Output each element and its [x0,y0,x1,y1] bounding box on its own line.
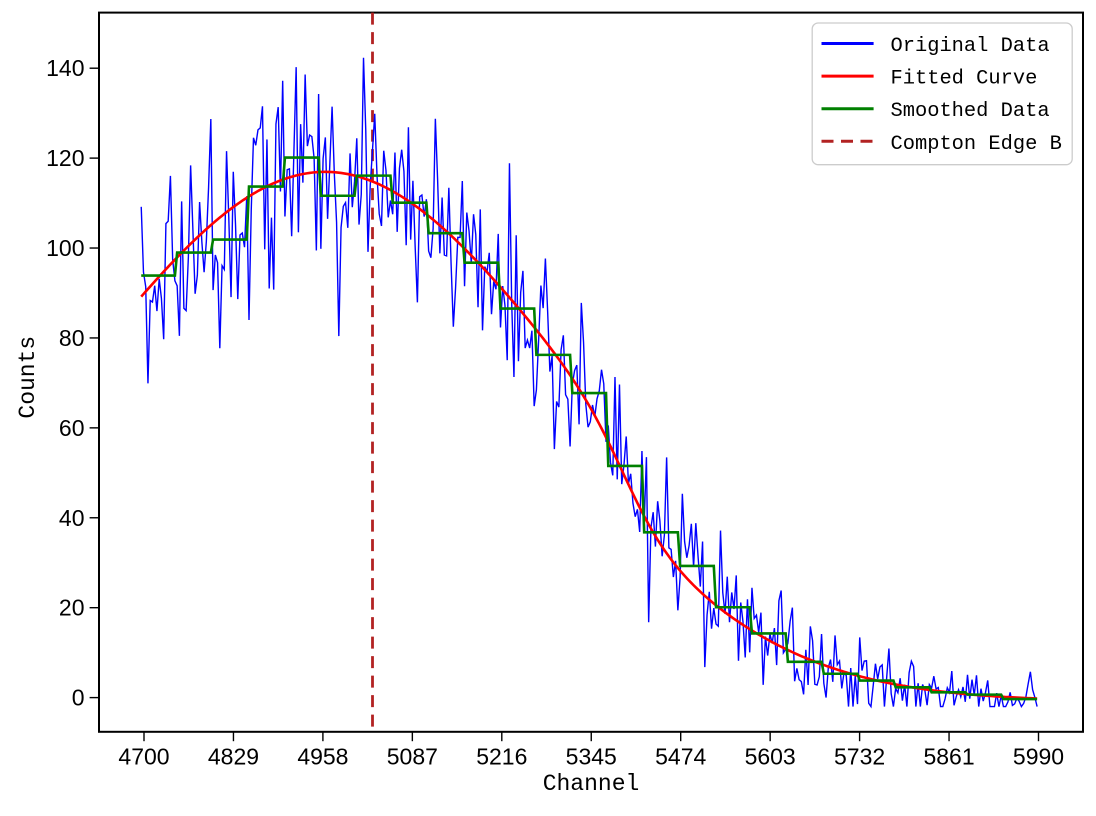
svg-text:120: 120 [46,145,84,171]
svg-text:5216: 5216 [476,743,527,769]
svg-text:20: 20 [59,595,85,621]
svg-text:40: 40 [59,505,85,531]
svg-text:0: 0 [72,685,85,711]
svg-text:Fitted Curve: Fitted Curve [891,68,1038,91]
svg-text:5087: 5087 [387,743,438,769]
svg-text:Channel: Channel [543,771,640,797]
svg-text:80: 80 [59,325,85,351]
svg-text:5603: 5603 [745,743,796,769]
svg-text:4958: 4958 [297,743,348,769]
svg-text:5345: 5345 [566,743,617,769]
svg-text:5861: 5861 [923,743,974,769]
svg-text:Smoothed Data: Smoothed Data [891,100,1050,123]
svg-text:5990: 5990 [1013,743,1064,769]
svg-text:5732: 5732 [834,743,885,769]
svg-text:Counts: Counts [15,336,41,419]
svg-text:Compton Edge B: Compton Edge B [891,133,1062,156]
svg-text:100: 100 [46,235,84,261]
svg-text:Original Data: Original Data [891,35,1050,58]
svg-text:140: 140 [46,55,84,81]
svg-text:4700: 4700 [118,743,169,769]
svg-text:4829: 4829 [208,743,259,769]
svg-text:60: 60 [59,415,85,441]
svg-text:5474: 5474 [655,743,706,769]
